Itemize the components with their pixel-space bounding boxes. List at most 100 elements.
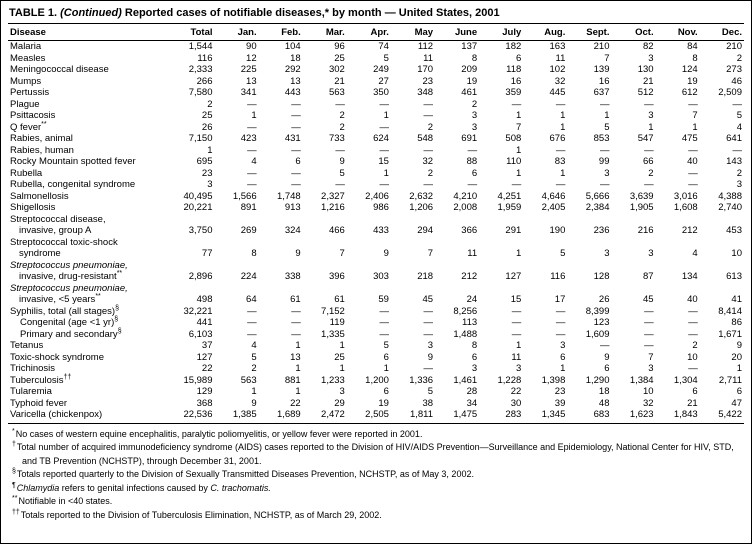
value-cell: 21 (334, 75, 345, 87)
value-cell: 99 (598, 156, 610, 167)
table-row: Tetanus 37 4 1 1 5 3 8 1 3— —2 9 (8, 340, 744, 352)
value-cell: 34 (466, 397, 478, 409)
value-cell: 3,016 (673, 190, 698, 202)
value-cell: 11 (511, 351, 522, 363)
value-cell: 2,509 (718, 87, 742, 98)
value-cell: 986 (373, 202, 389, 213)
value-cell: 8 (251, 248, 257, 259)
value-cell: 5 (427, 386, 434, 397)
value-cell: 124 (681, 64, 698, 75)
disease-label-line: Malaria (10, 41, 42, 52)
value-cell: 396 (328, 271, 345, 282)
disease-label-line: Pertussis (10, 87, 50, 98)
value-cell: 134 (681, 271, 698, 282)
value-cell: 1,488 (453, 328, 478, 340)
disease-label-line: invasive, drug-resistant** (19, 269, 123, 282)
value-cell: — (379, 317, 389, 328)
value-cell: 84 (687, 41, 698, 52)
disease-label-line: Tuberculosis†† (10, 373, 72, 386)
value-cell: 64 (246, 294, 257, 305)
disease-label-line: Q fever** (10, 120, 47, 133)
value-cell: 2 (692, 340, 698, 351)
value-cell: 46 (731, 75, 742, 87)
disease-label-line: Congenital (age <1 yr)§ (20, 315, 119, 328)
value-cell: — (688, 363, 698, 374)
value-cell: 3 (207, 179, 213, 190)
value-cell: 8 (692, 52, 698, 64)
value-cell: 29 (334, 397, 345, 409)
value-cell: 891 (240, 202, 257, 213)
value-cell: — (688, 144, 698, 156)
value-cell: 3 (560, 340, 566, 351)
value-cell: 13 (290, 75, 301, 87)
value-cell: — (599, 340, 610, 351)
value-cell: 2 (251, 363, 257, 374)
footnote-text: Totals reported to the Division of Tuber… (20, 509, 382, 520)
value-cell: — (291, 305, 301, 317)
table-row: Primary and secondary§ 6,103 — — 1,335 — — 1,48… (8, 327, 744, 341)
value-cell: 9 (295, 248, 301, 259)
value-cell: 1,609 (585, 328, 610, 340)
value-cell: 1 (251, 386, 257, 397)
value-cell: 9 (736, 340, 742, 351)
table-row: Salmonellosis 40,495 1,566 1,748 2,327 2,406 2… (8, 191, 744, 203)
value-cell: 7,152 (321, 305, 345, 317)
value-cell: 1,689 (258, 409, 303, 424)
value-cell: — (247, 305, 257, 317)
table-row: Tularemia 129 1 1 3 6 5 28 22 23 18 10 6 6 (8, 386, 744, 398)
value-cell: — (644, 179, 654, 190)
value-cell: 3 (604, 167, 610, 179)
value-cell: 9 (427, 351, 434, 363)
value-cell: 3 (471, 110, 478, 121)
value-cell: 216 (637, 225, 654, 236)
disease-label: Q fever** (8, 120, 162, 134)
value-cell: 1 (515, 167, 522, 179)
value-cell: — (379, 305, 389, 317)
value-cell: 6 (383, 386, 389, 397)
disease-label-line: Syphilis, total (all stages)§ (10, 304, 119, 317)
disease-label: Tularemia (8, 386, 162, 398)
value-cell: 163 (549, 41, 566, 52)
value-cell: 1,671 (718, 328, 742, 340)
value-cell: 236 (593, 225, 610, 236)
value-cell: — (423, 144, 434, 156)
value-cell: — (291, 179, 301, 190)
value-cell: — (335, 144, 345, 156)
table-row: Q fever** 26 — — 2 — 2 3 7 1 5 1 1 4 (8, 120, 744, 134)
table-row: Rabies, human 1 — — — — — — 1 — — — — — (8, 145, 744, 157)
value-cell: 1,290 (585, 374, 610, 386)
disease-label-line: invasive, group A (19, 225, 92, 236)
footnote-mark: ** (12, 495, 18, 502)
value-cell: 8 (471, 52, 478, 64)
value-cell: 1,200 (365, 374, 389, 386)
value-cell: 127 (505, 271, 522, 282)
value-cell: — (555, 179, 566, 190)
value-cell: 3 (648, 52, 654, 64)
value-cell: 3 (471, 121, 478, 133)
value-cell: — (291, 167, 301, 179)
value-cell: — (555, 98, 566, 110)
value-cell: 563 (328, 87, 345, 98)
value-cell: 2,333 (188, 64, 213, 75)
value-cell: 3 (515, 363, 522, 374)
value-cell: 4,210 (453, 190, 478, 202)
value-cell: 2 (339, 121, 345, 133)
value-cell: 23 (422, 75, 434, 87)
value-cell: 2 (736, 167, 742, 179)
value-cell: 7 (604, 52, 610, 64)
value-cell: 1,304 (673, 374, 698, 386)
disease-label: Malaria (8, 41, 162, 53)
table-row: Trichinosis 22 2 1 1 1—3 3 1 6 3—1 (8, 363, 744, 375)
value-cell: — (688, 98, 698, 110)
value-cell: — (335, 98, 345, 110)
disease-label: Rubella, congenital syndrome (8, 179, 162, 191)
value-cell: 3,750 (188, 225, 213, 236)
value-cell: 27 (378, 75, 389, 87)
value-cell: 123 (593, 317, 610, 328)
value-cell: 12 (246, 52, 257, 64)
value-cell: 190 (549, 225, 566, 236)
disease-label: Measles (8, 53, 162, 65)
table-row: Tuberculosis†† 15,989 563 881 1,233 1,200 1,33… (8, 373, 744, 387)
value-cell: 11 (467, 248, 478, 259)
disease-label: Rubella (8, 168, 162, 180)
